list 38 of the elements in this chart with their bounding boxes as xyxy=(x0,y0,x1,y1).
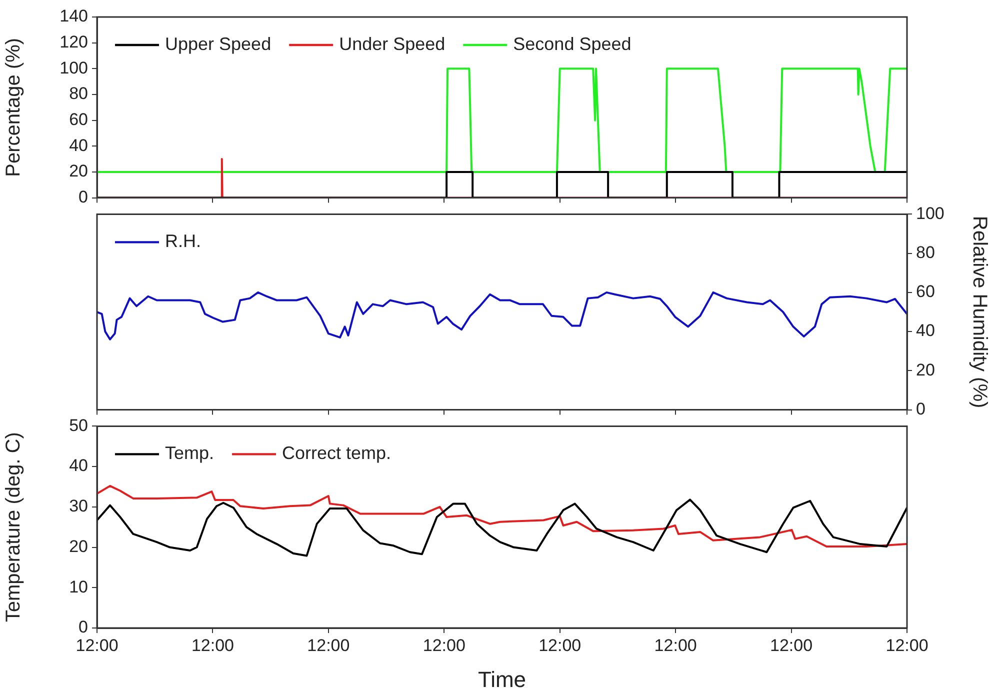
y-tick-label: 40 xyxy=(69,136,88,155)
legend-label: R.H. xyxy=(165,231,201,252)
legend-label: Correct temp. xyxy=(282,443,392,464)
y-axis-title: Percentage (%) xyxy=(2,38,25,177)
x-tick-label: 12:00 xyxy=(191,636,234,655)
y-tick-label: 40 xyxy=(69,456,88,476)
y-axis-title: Temperature (deg. C) xyxy=(2,432,25,622)
y-tick-label: 60 xyxy=(69,110,88,129)
x-tick-label: 12:00 xyxy=(770,636,813,655)
x-axis-title: Time xyxy=(478,666,526,692)
x-tick-label: 12:00 xyxy=(886,636,928,655)
y2-tick-label: 40 xyxy=(916,321,935,340)
y2-axis-title: Relative Humidity (%) xyxy=(968,216,990,408)
y2-tick-label: 60 xyxy=(916,282,935,302)
x-tick-label: 12:00 xyxy=(538,636,582,655)
x-tick-label: 12:00 xyxy=(307,636,350,655)
legend-label: Under Speed xyxy=(339,34,446,54)
x-tick-label: 12:00 xyxy=(654,636,697,655)
legend-label: Upper Speed xyxy=(165,34,272,54)
legend-label: Second Speed xyxy=(513,34,632,54)
y-tick-label: 0 xyxy=(78,618,88,637)
x-tick-label: 12:00 xyxy=(76,636,118,655)
y-tick-label: 20 xyxy=(69,536,88,556)
y2-tick-label: 80 xyxy=(916,243,935,262)
legend-label: Temp. xyxy=(165,443,214,464)
y-tick-label: 30 xyxy=(69,496,88,516)
y-tick-label: 20 xyxy=(69,162,88,181)
y-tick-label: 50 xyxy=(69,416,88,435)
y2-tick-label: 20 xyxy=(916,360,935,380)
y2-tick-label: 100 xyxy=(916,204,944,223)
x-tick-label: 12:00 xyxy=(422,636,466,655)
y-tick-label: 10 xyxy=(69,577,88,596)
y-tick-label: 100 xyxy=(60,58,88,78)
y-tick-label: 120 xyxy=(60,32,88,52)
y-tick-label: 140 xyxy=(60,6,88,26)
y2-tick-label: 0 xyxy=(916,399,926,418)
y-tick-label: 80 xyxy=(69,84,88,104)
y-tick-label: 0 xyxy=(78,187,88,206)
